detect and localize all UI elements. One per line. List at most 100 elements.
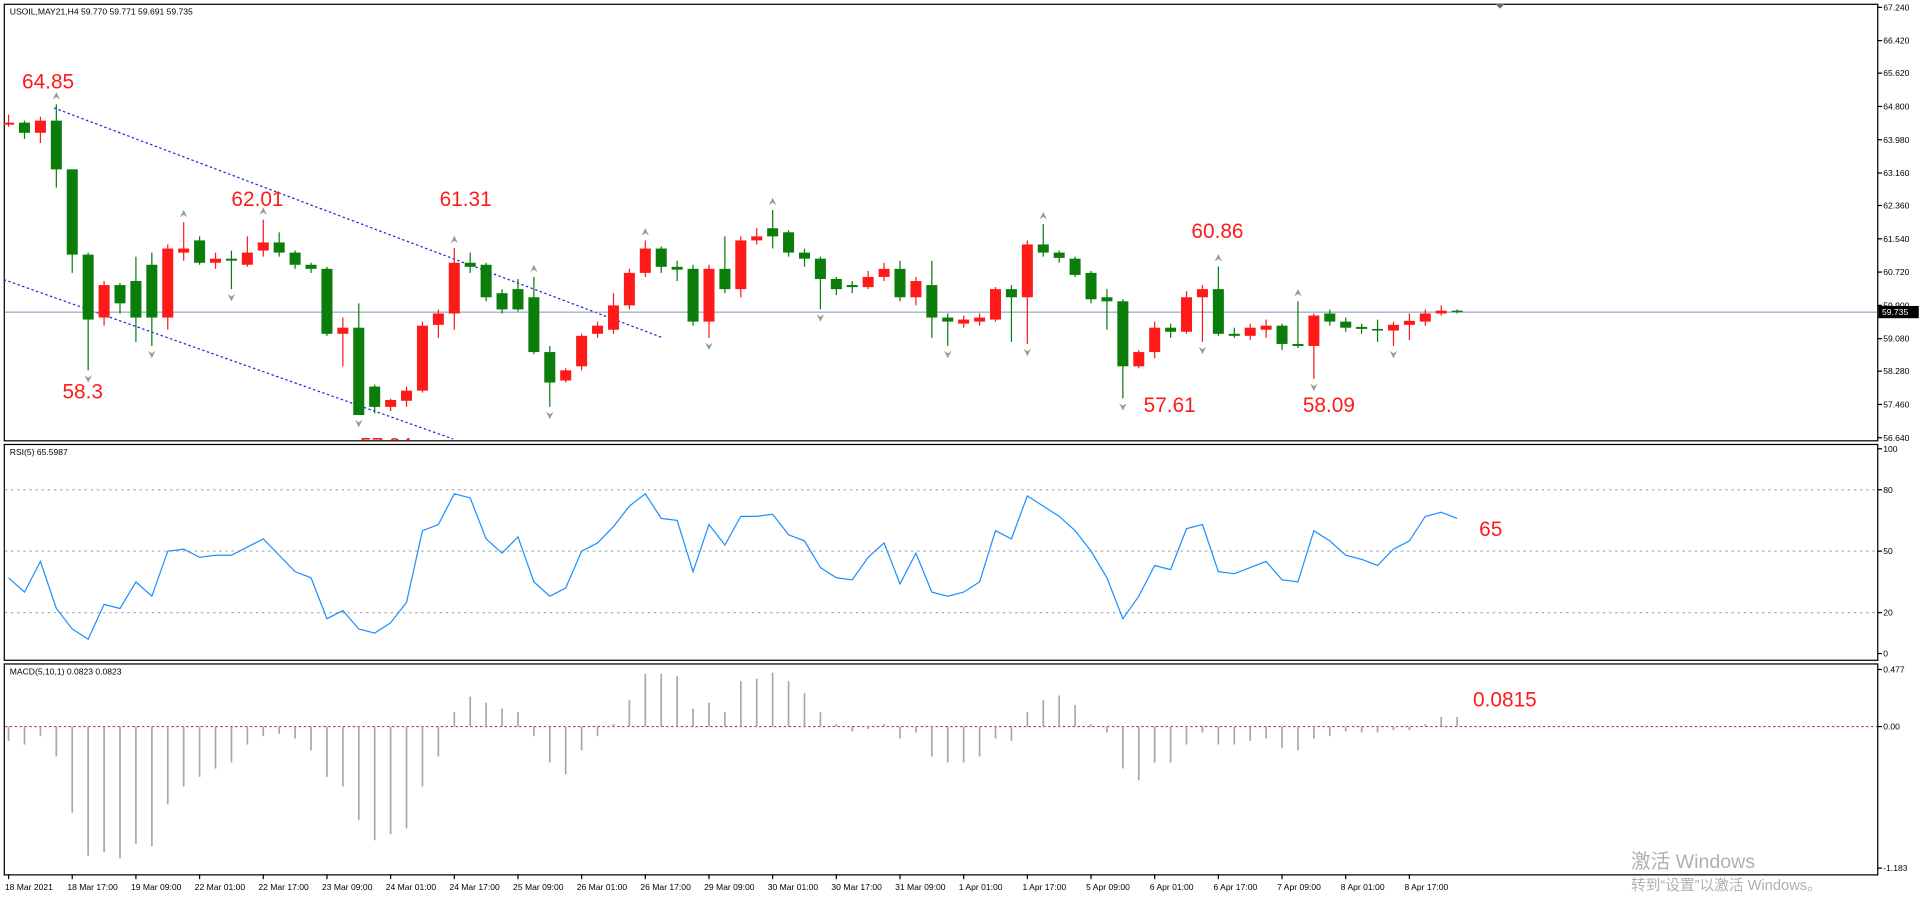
fractal-up xyxy=(1214,254,1223,262)
candle-body xyxy=(544,352,556,383)
y-tick-label: 61.540 xyxy=(1883,234,1909,244)
macd-annotation: 0.0815 xyxy=(1473,688,1537,711)
candle-body xyxy=(146,264,158,318)
candle-body xyxy=(1340,321,1352,328)
candle-body xyxy=(385,399,397,407)
y-tick-label: 67.240 xyxy=(1883,2,1909,12)
candle-body xyxy=(1276,325,1288,344)
y-tick-label: 63.160 xyxy=(1883,168,1909,178)
fractal-down xyxy=(944,350,952,359)
candle-body xyxy=(257,242,269,251)
candle-body xyxy=(846,285,858,288)
candle-body xyxy=(958,319,970,324)
x-tick-label: 5 Apr 09:00 xyxy=(1086,882,1130,892)
candle-body xyxy=(1165,327,1177,332)
candle-body xyxy=(751,236,763,241)
candle-body xyxy=(1069,258,1081,275)
candle-body xyxy=(1181,297,1193,332)
candle-body xyxy=(719,268,731,290)
candle-body xyxy=(623,272,635,306)
y-tick-label: 59.900 xyxy=(1883,300,1909,310)
y-tick-label: 0.00 xyxy=(1883,722,1900,732)
candle-body xyxy=(448,262,460,314)
fractal-down xyxy=(148,350,156,359)
y-tick-label: 64.800 xyxy=(1883,101,1909,111)
fractal-up xyxy=(768,197,777,206)
fractal-up xyxy=(259,207,267,215)
candle-body xyxy=(34,120,46,133)
x-tick-label: 6 Apr 17:00 xyxy=(1213,882,1257,892)
y-tick-label: 50 xyxy=(1883,546,1893,556)
candle-body xyxy=(655,248,667,267)
candle-body xyxy=(1356,326,1368,329)
indicator-title: RSI(5) 65.5987 xyxy=(10,447,68,457)
candle-body xyxy=(66,169,78,255)
y-tick-label: -1.183 xyxy=(1883,863,1907,873)
x-tick-label: 22 Mar 17:00 xyxy=(258,882,309,892)
candle-body xyxy=(18,122,30,133)
rsi-line xyxy=(8,492,1458,641)
candle-body xyxy=(1228,333,1240,336)
y-tick-label: 66.420 xyxy=(1883,36,1909,46)
candle-body xyxy=(942,317,954,322)
candle-body xyxy=(1085,272,1097,300)
candle-body xyxy=(512,289,524,310)
fractal-down xyxy=(1023,348,1032,357)
y-tick-label: 56.640 xyxy=(1883,433,1909,443)
shift-marker xyxy=(1495,3,1505,9)
candle-body xyxy=(1292,343,1304,346)
candle-body xyxy=(1196,289,1208,298)
candle-body xyxy=(416,325,428,391)
candle-body xyxy=(687,268,699,322)
x-tick-label: 29 Mar 09:00 xyxy=(704,882,755,892)
candle-body xyxy=(178,248,190,253)
candle-body xyxy=(1419,313,1431,322)
candle-body xyxy=(926,285,938,318)
fractal-down xyxy=(227,294,236,302)
last-price-box xyxy=(1878,305,1919,319)
x-tick-label: 24 Mar 01:00 xyxy=(386,882,437,892)
y-tick-label: 65.620 xyxy=(1883,68,1909,78)
candle-body xyxy=(560,370,572,381)
price-annotation: 57.61 xyxy=(1144,394,1196,417)
candle-body xyxy=(289,252,301,265)
candle-body xyxy=(241,252,253,265)
y-tick-label: 100 xyxy=(1883,444,1898,454)
fractal-down xyxy=(1310,383,1318,392)
candle-body xyxy=(50,120,62,170)
y-tick-label: 59.080 xyxy=(1883,334,1909,344)
y-tick-label: 63.980 xyxy=(1883,135,1909,145)
main-plot: 64.85 58.3 62.01 61.31 57.24 57.61 60.86 58.09 xyxy=(3,70,1878,440)
candle-body xyxy=(894,268,906,298)
watermark-subtitle: 转到“设置”以激活 Windows。 xyxy=(1631,877,1822,894)
candle-body xyxy=(1372,328,1384,331)
candle-body xyxy=(480,264,492,298)
watermark-title: 激活 Windows xyxy=(1631,851,1755,873)
candle-body xyxy=(735,240,747,290)
x-tick-label: 30 Mar 17:00 xyxy=(831,882,882,892)
rsi-panel xyxy=(3,443,1879,661)
candle-body xyxy=(1005,289,1017,298)
y-tick-label: 60.720 xyxy=(1883,267,1909,277)
candle-body xyxy=(401,390,413,401)
candle-body xyxy=(353,327,365,416)
y-tick-label: 0 xyxy=(1883,649,1888,659)
candle-body xyxy=(1037,244,1049,253)
candle-body xyxy=(878,268,890,277)
candle-body xyxy=(337,327,349,334)
x-tick-label: 18 Mar 2021 xyxy=(5,882,53,892)
y-tick-label: 62.360 xyxy=(1883,201,1909,211)
candle-body xyxy=(607,305,619,330)
trend-lines xyxy=(3,107,662,440)
x-tick-label: 1 Apr 01:00 xyxy=(959,882,1003,892)
trend-line xyxy=(53,107,662,338)
candle-body xyxy=(3,122,15,125)
x-tick-label: 22 Mar 01:00 xyxy=(195,882,246,892)
candle-body xyxy=(1403,320,1415,325)
candle-body xyxy=(1324,313,1336,322)
candle-body xyxy=(305,264,317,269)
candle-body xyxy=(1451,310,1463,313)
candle-body xyxy=(974,317,986,322)
candle-body xyxy=(528,297,540,353)
